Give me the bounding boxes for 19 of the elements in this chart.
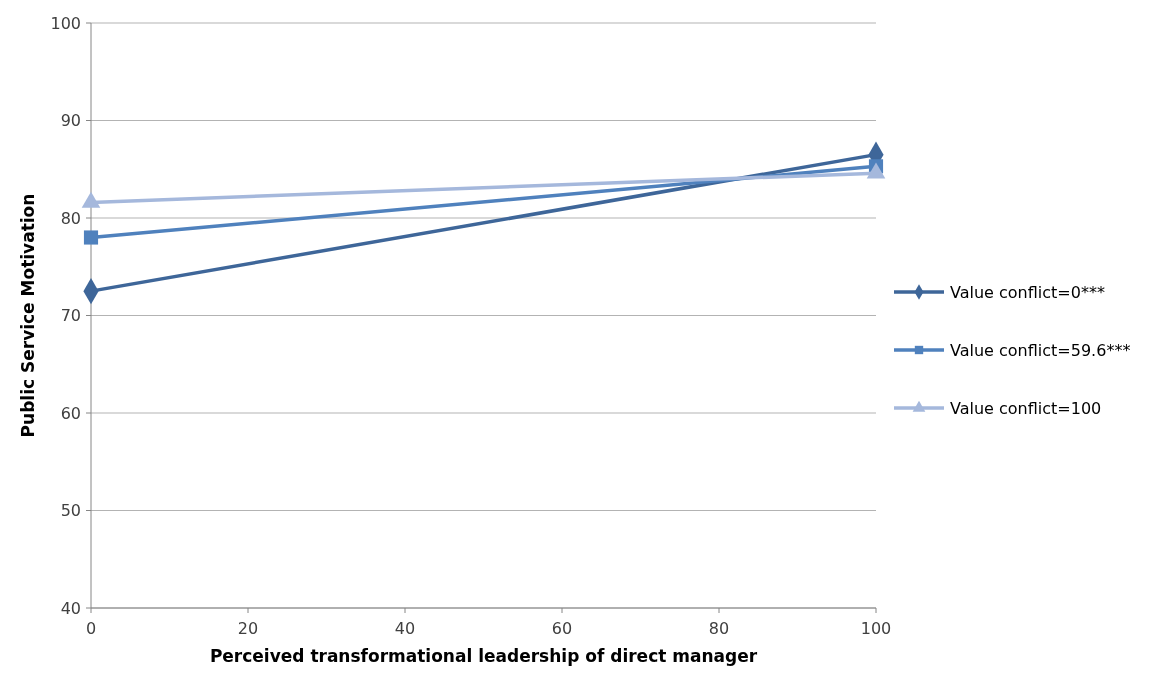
y-tick-label: 50 [60,501,81,521]
legend-label: Value conflict=100 [950,398,1102,418]
x-tick-label: 100 [860,619,892,638]
y-tick-label: 70 [60,306,81,326]
x-axis-title: Perceived transformational leadership of direct manager [209,646,758,666]
x-tick-label: 80 [708,619,730,638]
y-tick-label: 40 [60,598,81,618]
y-tick-label: 60 [60,403,81,423]
y-tick-label: 90 [60,111,81,131]
legend-label: Value conflict=0*** [950,282,1105,302]
legend-label: Value conflict=59.6*** [950,340,1131,360]
y-tick-label: 80 [60,208,81,228]
y-tick-label: 100 [50,13,81,33]
x-tick-label: 0 [85,619,97,638]
point [83,230,99,245]
x-tick-label: 20 [237,619,259,638]
x-tick-label: 40 [394,619,416,638]
y-axis-title: Public Service Motivation [18,193,38,438]
x-tick-label: 60 [551,619,573,638]
